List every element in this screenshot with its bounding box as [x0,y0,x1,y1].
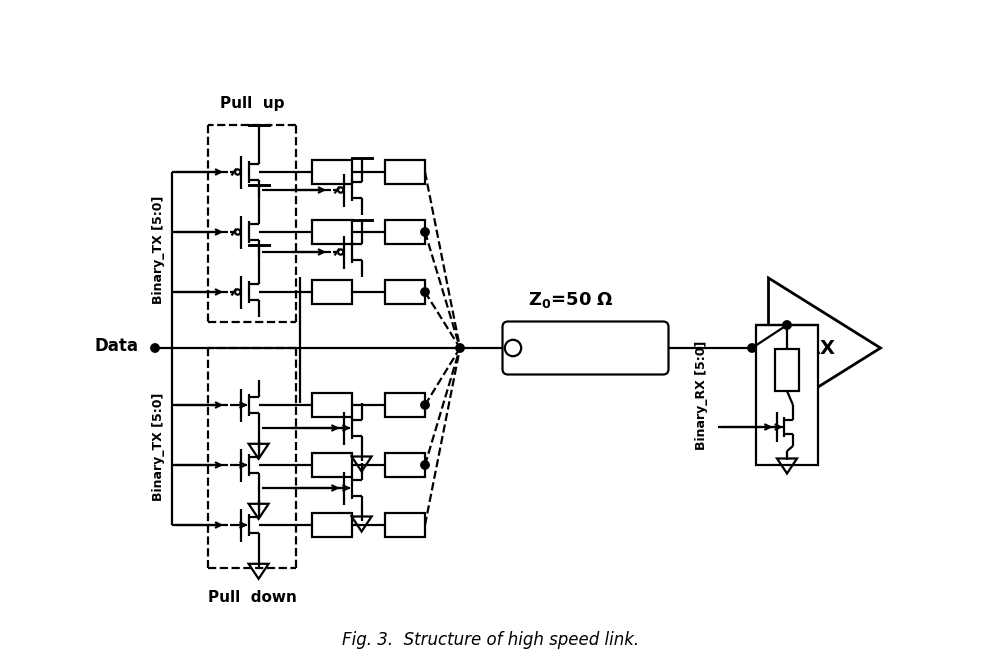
Text: Binary_TX [5:0]: Binary_TX [5:0] [151,196,165,304]
Bar [385,160,425,184]
Circle shape [783,321,791,329]
Bar [312,280,352,304]
Text: Pull  up: Pull up [220,96,284,111]
Circle shape [151,344,159,352]
Circle shape [456,344,464,352]
Circle shape [748,344,756,352]
Bar [312,393,352,417]
Text: Fig. 3.  Structure of high speed link.: Fig. 3. Structure of high speed link. [343,631,639,649]
Text: RX: RX [805,338,835,358]
FancyBboxPatch shape [503,322,669,375]
Circle shape [505,340,521,356]
Text: Binary_RX [5:0]: Binary_RX [5:0] [694,340,707,450]
Circle shape [338,188,344,193]
Bar [312,453,352,477]
Circle shape [235,170,241,175]
Circle shape [235,289,241,295]
Text: Pull  down: Pull down [207,590,297,605]
Bar [385,453,425,477]
Bar [385,393,425,417]
Bar [775,349,799,391]
Text: $\mathbf{Z_0}$=50 $\mathbf{\Omega}$: $\mathbf{Z_0}$=50 $\mathbf{\Omega}$ [528,290,614,310]
Bar [312,160,352,184]
Bar [312,220,352,244]
Circle shape [338,249,344,255]
Bar [385,220,425,244]
Bar [756,325,818,465]
Text: Binary_TX [5:0]: Binary_TX [5:0] [151,393,165,500]
Text: Data: Data [94,337,138,355]
Circle shape [421,401,429,409]
Bar [385,280,425,304]
Circle shape [421,228,429,237]
Bar [385,513,425,537]
Bar [312,513,352,537]
Circle shape [421,461,429,469]
Circle shape [235,229,241,234]
Circle shape [421,288,429,296]
